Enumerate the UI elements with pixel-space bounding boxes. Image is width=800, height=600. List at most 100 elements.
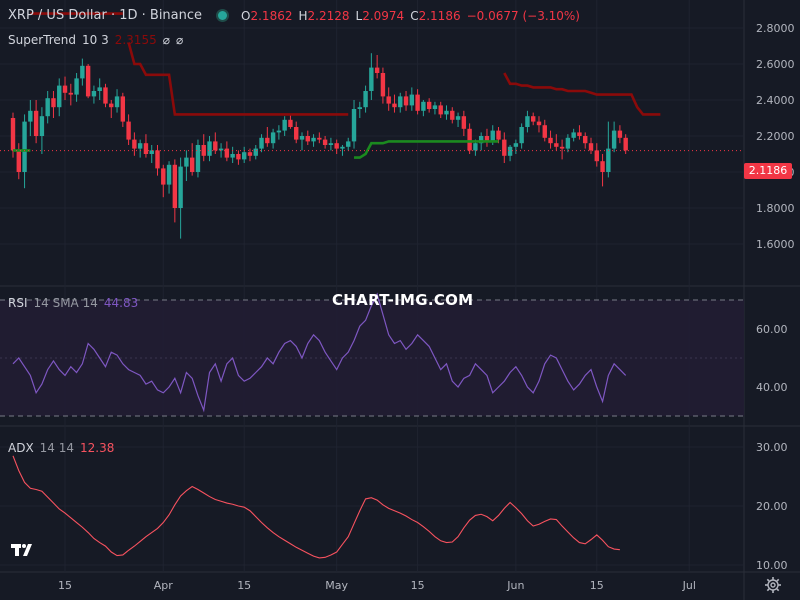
candle-body (478, 136, 484, 144)
adx-line (12, 455, 620, 559)
candle-body (588, 143, 594, 151)
rsi-line (12, 292, 627, 413)
candle-body (218, 148, 224, 151)
tradingview-logo-icon[interactable] (10, 538, 38, 562)
candle-body (392, 103, 397, 108)
price-tick-label: 1.6000 (756, 238, 795, 251)
candle-body (507, 146, 513, 156)
candle-body (606, 148, 611, 172)
eye-off-icon[interactable]: ⌀ (162, 33, 170, 47)
low-label: L (355, 8, 363, 23)
candle-body (415, 94, 420, 111)
eye-off-icon[interactable]: ⌀ (175, 33, 184, 47)
time-tick-label: 15 (58, 579, 72, 592)
chart-header: XRP / US Dollar · 1D · Binance O2.1862 H… (8, 8, 580, 23)
candle-body (386, 96, 391, 104)
candle-body (16, 150, 21, 172)
gear-icon[interactable] (764, 576, 782, 594)
high-value: 2.2128 (307, 8, 350, 23)
symbol-title[interactable]: XRP / US Dollar · 1D · Binance (8, 8, 203, 23)
candle-body (172, 164, 178, 208)
time-tick-label: 15 (411, 579, 425, 592)
time-axis: 15 Apr 15 May 15 Jun 15 Jul (58, 579, 696, 592)
adx-tick-label: 30.00 (756, 441, 788, 454)
candle-body (363, 91, 368, 108)
candle-body (513, 143, 519, 147)
candle-body (91, 91, 97, 97)
candle-body (114, 96, 120, 108)
price-tick-label: 2.6000 (756, 58, 795, 71)
candle-body (554, 143, 559, 147)
rsi-tick-label: 40.00 (756, 381, 788, 394)
candle-body (473, 143, 478, 151)
candle-body (276, 130, 282, 133)
candle-body (166, 164, 172, 185)
time-tick-label: May (325, 579, 348, 592)
candle-body (461, 116, 467, 129)
candle-body (374, 67, 380, 73)
candle-body (398, 96, 403, 108)
candle-body (525, 116, 530, 127)
candle-body (22, 121, 27, 172)
candle-body (340, 146, 345, 149)
candle-body (230, 154, 235, 158)
candle-body (438, 105, 443, 115)
supertrend-line (503, 72, 661, 116)
time-tick-label: Jun (506, 579, 524, 592)
candle-body (299, 136, 305, 140)
candle-body (403, 96, 409, 106)
rsi-legend[interactable]: RSI 14 SMA 14 44.83 (8, 296, 138, 310)
time-tick-label: Jul (682, 579, 696, 592)
candle-body (68, 92, 73, 95)
market-status-icon (218, 11, 228, 20)
candle-body (490, 130, 495, 142)
candle-body (97, 87, 102, 91)
candle-body (351, 109, 357, 142)
candle-body (294, 127, 299, 140)
last-price-tag: 2.1186 (744, 163, 792, 179)
candle-body (149, 150, 154, 154)
candle-body (213, 141, 218, 151)
candle-body (594, 150, 599, 162)
candle-body (178, 166, 183, 208)
candle-body (184, 157, 189, 167)
candle-body (305, 136, 310, 142)
supertrend-value: 2.3155 (114, 33, 157, 47)
candle-body (409, 94, 415, 106)
candle-body (484, 136, 490, 142)
candle-body (583, 136, 588, 144)
candle-body (10, 118, 16, 151)
candle-body (126, 121, 131, 140)
candle-body (346, 141, 351, 147)
candle-body (542, 125, 547, 138)
candle-body (559, 146, 565, 149)
candle-body (282, 119, 287, 131)
adx-pane (12, 455, 620, 559)
close-value: 2.1186 (418, 8, 461, 23)
ohlc-legend: O2.1862 H2.2128 L2.0974 C2.1186 −0.0677 … (241, 9, 580, 23)
candle-body (45, 98, 50, 117)
supertrend-legend[interactable]: SuperTrend 10 3 2.3155 ⌀ ⌀ (8, 33, 183, 47)
candle-body (62, 85, 68, 93)
price-tick-label: 2.2000 (756, 130, 795, 143)
candle-body (120, 96, 126, 122)
candle-body (161, 168, 166, 185)
watermark: CHART-IMG.COM (332, 291, 474, 309)
change-value: −0.0677 (−3.10%) (466, 8, 580, 23)
candle-body (467, 128, 472, 151)
price-tick-label: 2.4000 (756, 94, 795, 107)
candle-body (224, 148, 230, 158)
candle-body (623, 137, 628, 151)
candle-body (28, 110, 33, 122)
supertrend-line (127, 42, 349, 116)
candle-body (33, 110, 39, 136)
price-tick-label: 2.8000 (756, 22, 795, 35)
candle-body (496, 130, 501, 140)
candle-body (109, 103, 114, 108)
candle-body (334, 143, 339, 149)
open-label: O (241, 8, 251, 23)
adx-legend[interactable]: ADX 14 14 12.38 (8, 441, 114, 455)
adx-tick-label: 10.00 (756, 559, 788, 572)
candle-body (155, 150, 160, 169)
